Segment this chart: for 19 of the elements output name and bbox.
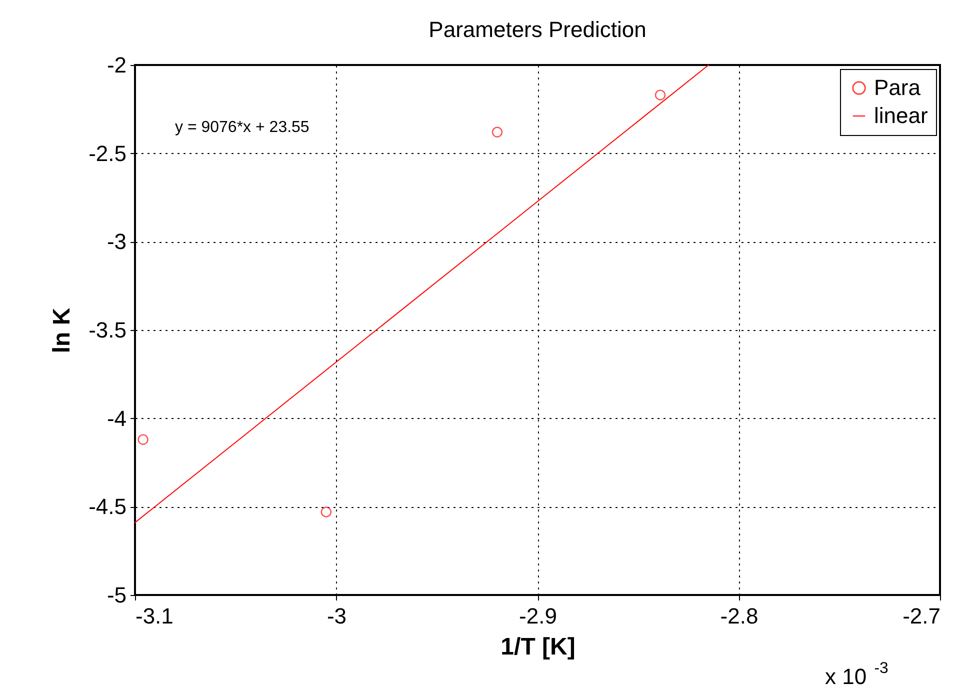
annotation: y = 9076*x + 23.55 [175, 119, 310, 136]
y-tick-label: -2 [106, 52, 126, 78]
x-tick-label: -2.9 [519, 604, 557, 628]
x-axis-title: 1/T [K] [500, 634, 576, 660]
chart-title: Parameters Prediction [428, 17, 646, 42]
y-tick-label: -3.5 [88, 318, 126, 342]
legend-label: Para [874, 75, 922, 100]
legend-label: linear [874, 103, 928, 128]
x-tick-label: -2.8 [720, 604, 758, 628]
x-tick-label: -2.7 [902, 604, 940, 628]
y-tick-label: -5 [106, 582, 126, 608]
y-tick-label: -4 [106, 406, 126, 431]
y-tick-label: -3 [106, 229, 126, 254]
x-tick-label: -3.1 [136, 604, 174, 628]
text: x 10-3 [825, 660, 889, 688]
y-axis-title: ln K [48, 307, 76, 354]
x-tick-label: -3 [326, 604, 347, 628]
y-tick-label: -2.5 [88, 140, 126, 166]
y-tick-label: -4.5 [88, 494, 126, 520]
